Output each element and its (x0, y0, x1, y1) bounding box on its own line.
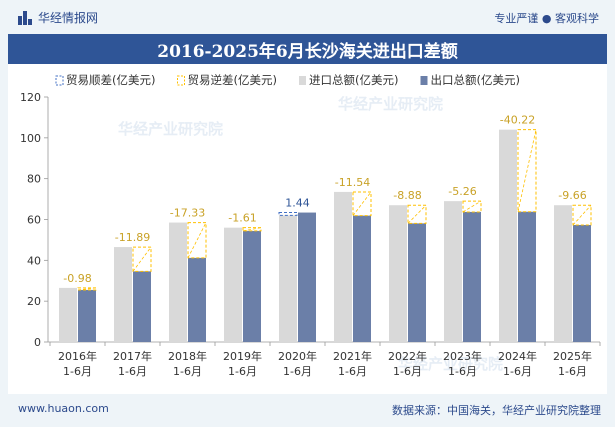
x-tick-label-period: 1-6月 (503, 365, 532, 378)
deficit-diagonal (517, 129, 537, 212)
y-tick-label: 40 (27, 254, 41, 267)
x-tick-label-year: 2023年 (443, 349, 482, 363)
x-tick-label-year: 2022年 (388, 349, 427, 363)
import-bar (334, 191, 352, 342)
x-tick-label-period: 1-6月 (283, 365, 312, 378)
x-tick-label-period: 1-6月 (228, 365, 257, 378)
legend-swatch-export (420, 76, 428, 85)
deficit-diagonal (242, 227, 262, 232)
watermark-text: 华经产业研究院 (398, 355, 503, 373)
legend-swatch-import (299, 76, 306, 85)
y-tick-label: 60 (27, 214, 41, 227)
x-tick-label-year: 2024年 (498, 349, 537, 363)
export-bar (78, 289, 96, 342)
deficit-box (407, 204, 427, 224)
deficit-diagonal (132, 246, 152, 272)
legend-label-import: 进口总额(亿美元) (309, 73, 398, 87)
legend-label-export: 出口总额(亿美元) (431, 73, 520, 87)
export-bar (188, 257, 206, 342)
import-bar (554, 205, 572, 342)
export-bar (133, 271, 151, 342)
watermark-text: 华经产业研究院 (338, 95, 443, 113)
legend-swatch-deficit (177, 75, 185, 86)
logo-bars-icon (18, 10, 32, 25)
surplus-box (278, 212, 298, 216)
legend-swatch-surplus (55, 75, 64, 86)
data-label: -0.98 (63, 272, 91, 285)
x-tick-label-year: 2016年 (58, 349, 97, 363)
data-label: -11.54 (335, 176, 370, 189)
export-bar (573, 225, 591, 342)
import-bar (279, 215, 297, 342)
x-tick-label-period: 1-6月 (118, 365, 147, 378)
y-tick-label: 20 (27, 295, 41, 308)
deficit-box (242, 227, 262, 232)
import-bar (444, 201, 462, 342)
deficit-diagonal (352, 191, 372, 216)
x-tick-label-period: 1-6月 (63, 365, 92, 378)
data-label: 1.44 (285, 197, 310, 210)
legend-label-deficit: 贸易逆差(亿美元) (188, 73, 277, 87)
x-tick-label-period: 1-6月 (338, 365, 367, 378)
deficit-box (187, 222, 207, 259)
data-label: -11.89 (115, 231, 150, 244)
x-tick-label-period: 1-6月 (393, 365, 422, 378)
import-bar (224, 227, 242, 342)
x-tick-label-year: 2017年 (113, 349, 152, 363)
brand-logo: 华经情报网 (18, 9, 98, 26)
deficit-diagonal (187, 222, 207, 259)
plot-area: 华经产业研究院 华经产业研究院 华经产业研究院 贸易顺差(亿美元) 贸易逆差(亿美元) 进… (8, 64, 607, 394)
import-bar (169, 222, 187, 342)
deficit-box (572, 204, 592, 226)
data-label: -8.88 (393, 189, 421, 202)
legend-label-surplus: 贸易顺差(亿美元) (66, 73, 155, 87)
y-tick-label: 120 (20, 91, 41, 104)
x-tick-label-period: 1-6月 (558, 365, 587, 378)
export-bar (518, 211, 536, 342)
deficit-diagonal (407, 204, 427, 224)
watermark-text: 华经产业研究院 (118, 120, 223, 138)
footer-source: 数据来源：中国海关，华经产业研究院整理 (392, 404, 601, 417)
export-bar (243, 230, 261, 342)
deficit-box (132, 246, 152, 272)
y-tick-label: 80 (27, 173, 41, 186)
import-bar (114, 247, 132, 342)
deficit-diagonal (462, 200, 482, 213)
export-bar (298, 212, 316, 342)
data-label: -1.61 (228, 212, 256, 225)
x-tick-label-period: 1-6月 (448, 365, 477, 378)
data-label: -5.26 (448, 185, 476, 198)
data-label: -40.22 (500, 114, 535, 127)
deficit-diagonal (77, 287, 97, 291)
x-tick-label-year: 2018年 (168, 349, 207, 363)
y-tick-label: 0 (34, 336, 41, 349)
x-tick-label-year: 2019年 (223, 349, 262, 363)
export-bar (353, 215, 371, 342)
export-bar (408, 223, 426, 342)
import-bar (59, 287, 77, 342)
data-label: -17.33 (170, 207, 205, 220)
x-tick-label-year: 2020年 (278, 349, 317, 363)
x-tick-label-year: 2025年 (553, 349, 592, 363)
chart-title: 2016-2025年6月长沙海关进出口差额 (157, 41, 458, 62)
logo-text: 华经情报网 (38, 11, 99, 25)
footer: www.huaon.com 数据来源：中国海关，华经产业研究院整理 (0, 394, 615, 427)
export-bar (463, 211, 481, 342)
x-tick-label-year: 2021年 (333, 349, 372, 363)
footer-website: www.huaon.com (18, 402, 109, 415)
deficit-box (352, 191, 372, 217)
y-tick-label: 100 (20, 132, 41, 145)
deficit-diagonal (572, 204, 592, 226)
data-label: -9.66 (558, 189, 586, 202)
title-bar: 2016-2025年6月长沙海关进出口差额 (8, 34, 607, 64)
slogan: 专业严谨 ● 客观科学 (494, 12, 599, 25)
import-bar (499, 129, 517, 342)
import-bar (389, 205, 407, 342)
x-tick-label-period: 1-6月 (173, 365, 202, 378)
deficit-box (462, 200, 482, 213)
top-bar: 华经情报网 专业严谨 ● 客观科学 (0, 0, 615, 34)
